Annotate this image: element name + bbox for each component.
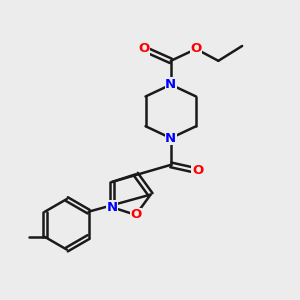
Text: O: O — [138, 42, 150, 56]
Text: O: O — [130, 208, 141, 221]
Text: N: N — [165, 132, 176, 145]
Text: O: O — [192, 164, 203, 177]
Text: N: N — [165, 78, 176, 91]
Text: N: N — [106, 201, 117, 214]
Text: O: O — [190, 42, 202, 56]
